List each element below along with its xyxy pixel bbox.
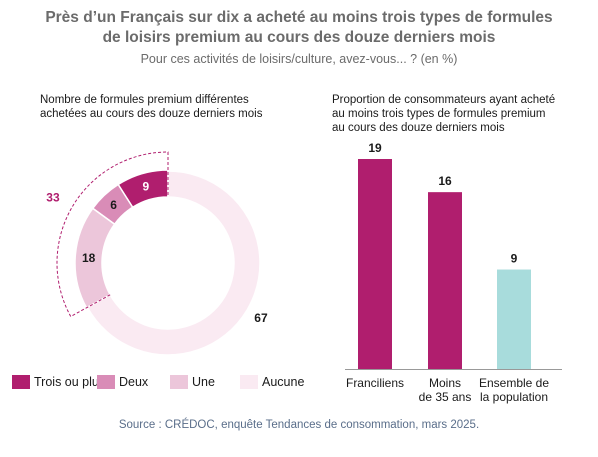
page-title: Près d’un Français sur dix a acheté au m… <box>0 8 598 48</box>
donut-slice-deux <box>91 183 134 226</box>
legend-swatch <box>170 375 188 389</box>
bar-category-label-3-2: la population <box>480 390 548 404</box>
legend-label: Aucune <box>262 375 305 389</box>
bar-category-label-2-2: de 35 ans <box>419 390 472 404</box>
donut-label-une: 18 <box>82 251 96 265</box>
donut-chart-title: Nombre de formules premium différentes a… <box>40 93 262 121</box>
bar-category-label-1-1: Franciliens <box>346 376 404 390</box>
bar-value-label-1: 19 <box>368 141 382 155</box>
legend-item-une: Une <box>170 375 215 389</box>
legend-label: Trois ou plus <box>34 375 106 389</box>
donut-label-trois-ou-plus: 9 <box>142 180 149 194</box>
bar-value-label-3: 9 <box>511 252 518 266</box>
donut-highlight-outline <box>56 151 169 318</box>
legend-swatch <box>240 375 258 389</box>
bar-chart-title-line-1: Proportion de consommateurs ayant acheté <box>332 94 556 106</box>
donut-label-deux: 6 <box>110 198 117 212</box>
legend-item-aucune: Aucune <box>240 375 304 389</box>
bar-3 <box>497 269 531 369</box>
bar-1 <box>358 159 392 369</box>
bar-chart-title-line-2: au moins trois types de formules premium <box>332 108 546 120</box>
legend-label: Une <box>192 375 215 389</box>
page-subtitle: Pour ces activités de loisirs/culture, a… <box>140 52 458 66</box>
donut-chart-title-line-2: achetées au cours des douze derniers moi… <box>40 108 263 120</box>
source-note: Source : CRÉDOC, enquête Tendances de co… <box>118 419 480 431</box>
donut-legend: Trois ou plus Deux Une Aucune <box>12 375 312 391</box>
bar-category-label-3-1: Ensemble de <box>479 376 549 390</box>
bar-chart-title-line-3: au cours des douze derniers mois <box>332 122 505 134</box>
bar-chart-title: Proportion de consommateurs ayant acheté… <box>332 93 555 135</box>
legend-item-deux: Deux <box>97 375 148 389</box>
legend-item-trois-ou-plus: Trois ou plus <box>12 375 105 389</box>
page-title-line-2: de loisirs premium au cours des douze de… <box>102 29 496 46</box>
donut-label-aucune: 67 <box>254 311 268 325</box>
bar-value-label-2: 16 <box>438 174 452 188</box>
bar-2 <box>428 192 462 369</box>
donut-slice-une <box>74 207 116 309</box>
donut-highlight-total: 33 <box>46 190 60 204</box>
page-title-line-1: Près d’un Français sur dix a acheté au m… <box>45 9 553 26</box>
donut-slice-aucune <box>86 170 261 356</box>
legend-swatch <box>97 375 115 389</box>
legend-label: Deux <box>119 375 149 389</box>
donut-chart-title-line-1: Nombre de formules premium différentes <box>40 94 249 106</box>
bar-category-label-2-1: Moins <box>429 376 461 390</box>
legend-swatch <box>12 375 30 389</box>
